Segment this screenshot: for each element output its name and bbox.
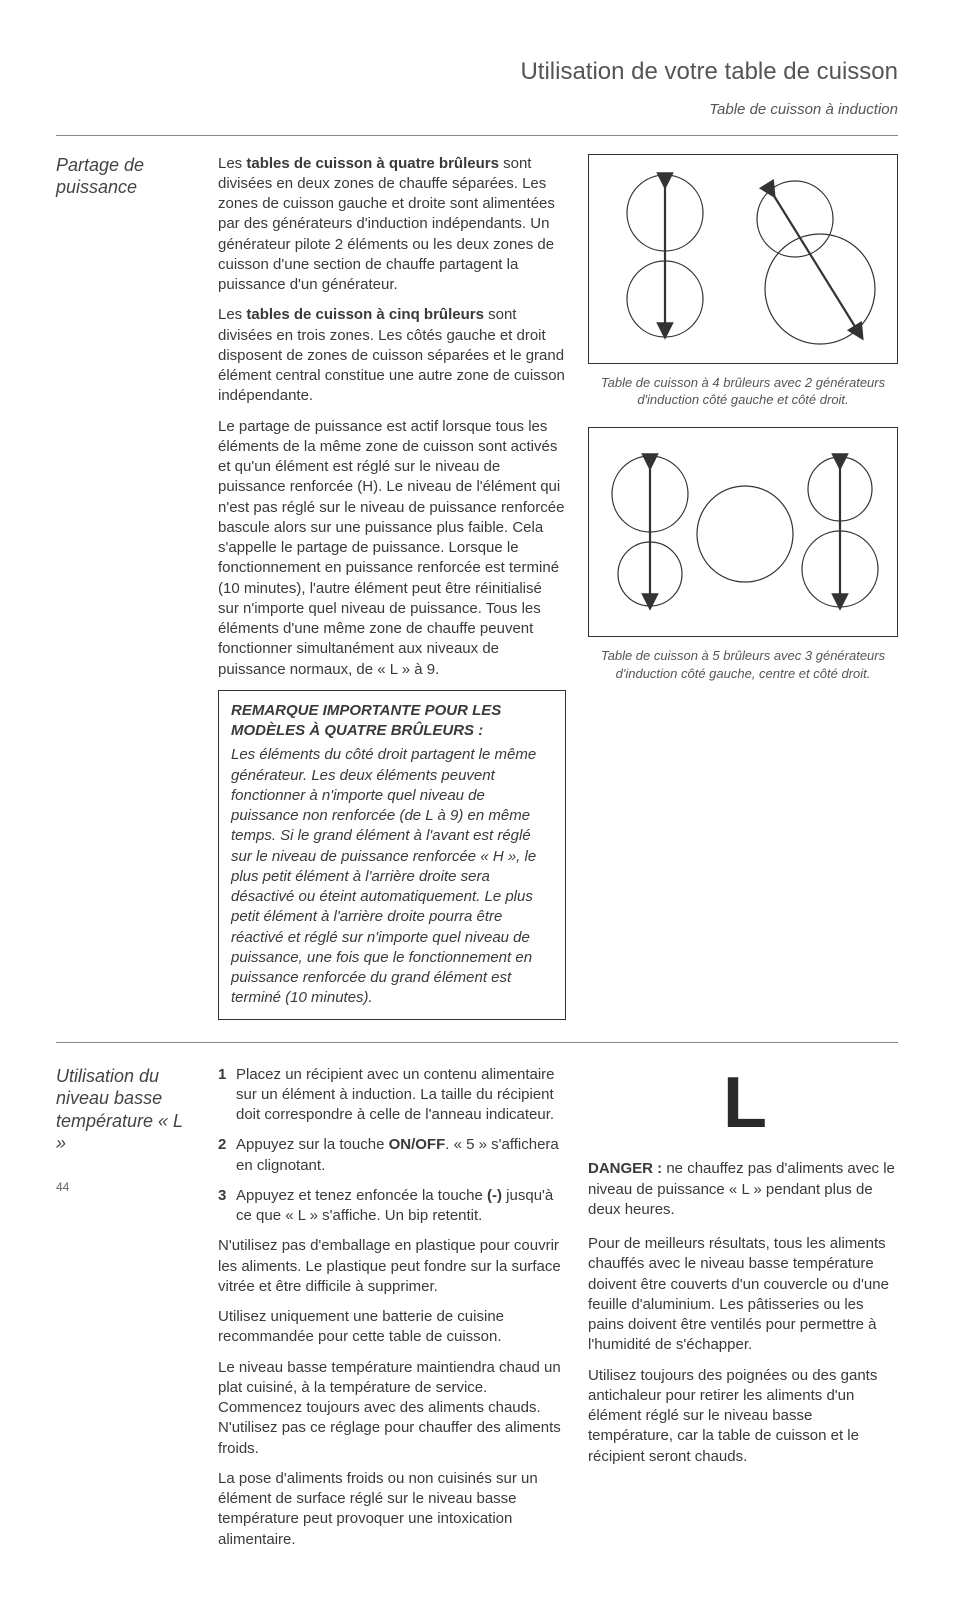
para: La pose d'aliments froids ou non cuisiné… <box>218 1469 566 1550</box>
danger-label: DANGER : <box>588 1160 662 1177</box>
section-power-sharing: Partage de puissance Les tables de cuiss… <box>56 154 898 1020</box>
caption-4-burner: Table de cuisson à 4 brûleurs avec 2 gén… <box>593 374 893 409</box>
para: Utilisez uniquement une batterie de cuis… <box>218 1307 566 1348</box>
para: Le niveau basse température maintiendra … <box>218 1358 566 1459</box>
step-item: 3Appuyez et tenez enfoncée la touche (-)… <box>218 1186 566 1227</box>
body-column: 1Placez un récipient avec un contenu ali… <box>218 1065 566 1560</box>
para: N'utilisez pas d'emballage en plastique … <box>218 1236 566 1297</box>
page-number: 44 <box>56 1179 69 1195</box>
step-text: Appuyez sur la touche ON/OFF. « 5 » s'af… <box>236 1135 566 1176</box>
para: Les tables de cuisson à quatre brûleurs … <box>218 154 566 296</box>
caption-5-burner: Table de cuisson à 5 brûleurs avec 3 gén… <box>593 647 893 682</box>
diagram-5-burner <box>588 427 898 637</box>
section-low-temp: Utilisation du niveau basse température … <box>56 1065 898 1560</box>
steps-list: 1Placez un récipient avec un contenu ali… <box>218 1065 566 1227</box>
step-number: 2 <box>218 1135 236 1176</box>
step-item: 1Placez un récipient avec un contenu ali… <box>218 1065 566 1126</box>
side-heading-lowtemp: Utilisation du niveau basse température … <box>56 1065 196 1155</box>
divider <box>56 135 898 136</box>
bold-text: tables de cuisson à cinq brûleurs <box>246 306 484 323</box>
display-glyph-l: L <box>588 1071 898 1136</box>
step-item: 2Appuyez sur la touche ON/OFF. « 5 » s'a… <box>218 1135 566 1176</box>
divider <box>56 1042 898 1043</box>
step-text: Placez un récipient avec un contenu alim… <box>236 1065 566 1126</box>
para: Les tables de cuisson à cinq brûleurs so… <box>218 305 566 406</box>
bold-text: tables de cuisson à quatre brûleurs <box>246 155 499 172</box>
para: Pour de meilleurs résultats, tous les al… <box>588 1234 898 1356</box>
para: Le partage de puissance est actif lorsqu… <box>218 417 566 680</box>
diagram-4-burner <box>588 154 898 364</box>
figure-column: Table de cuisson à 4 brûleurs avec 2 gén… <box>588 154 898 1020</box>
body-column: Les tables de cuisson à quatre brûleurs … <box>218 154 566 1020</box>
page-title: Utilisation de votre table de cuisson <box>56 56 898 88</box>
step-text: Appuyez et tenez enfoncée la touche (-) … <box>236 1186 566 1227</box>
danger-text: DANGER : ne chauffez pas d'aliments avec… <box>588 1159 898 1220</box>
note-box: REMARQUE IMPORTANTE POUR LES MODÈLES À Q… <box>218 690 566 1020</box>
text: sont divisées en deux zones de chauffe s… <box>218 155 555 294</box>
note-title: REMARQUE IMPORTANTE POUR LES MODÈLES À Q… <box>231 701 553 742</box>
step-number: 1 <box>218 1065 236 1126</box>
page-subtitle: Table de cuisson à induction <box>56 100 898 120</box>
side-heading-power: Partage de puissance <box>56 154 196 199</box>
text: Les <box>218 155 246 172</box>
text: Les <box>218 306 246 323</box>
right-column: L DANGER : ne chauffez pas d'aliments av… <box>588 1065 898 1560</box>
note-body: Les éléments du côté droit partagent le … <box>231 745 553 1008</box>
para: Utilisez toujours des poignées ou des ga… <box>588 1366 898 1467</box>
step-number: 3 <box>218 1186 236 1227</box>
